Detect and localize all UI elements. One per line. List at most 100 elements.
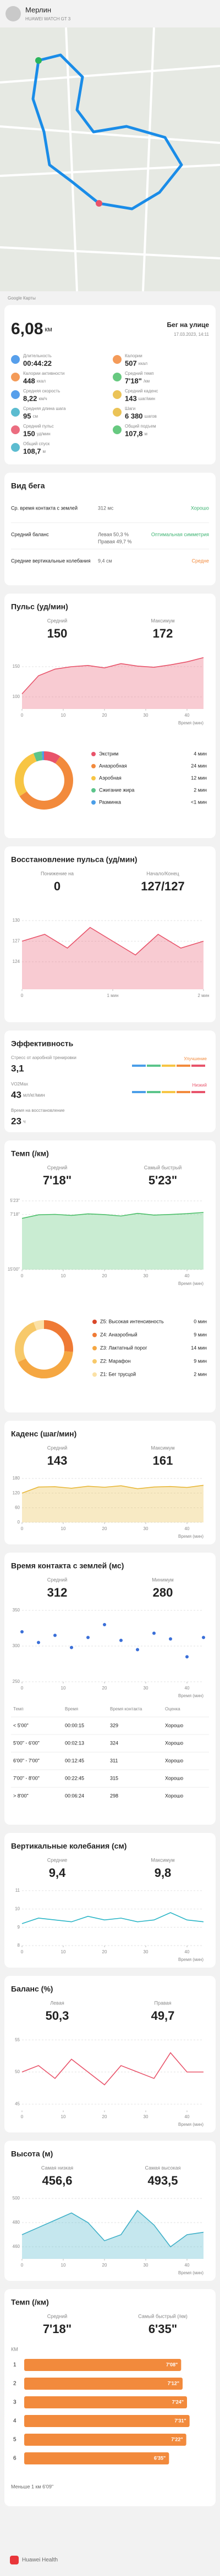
- stat-value: 6'35": [148, 2322, 177, 2336]
- stat-label: Средний: [47, 1445, 68, 1450]
- y-tick-label: 5'23": [10, 1198, 20, 1203]
- row-value: Левая 50,3 %: [98, 531, 129, 537]
- map-streets: [0, 27, 220, 292]
- x-tick-label: 0: [21, 1526, 24, 1531]
- stat-value: 456,6: [42, 2174, 72, 2187]
- y-tick-label: 350: [13, 1608, 20, 1613]
- unit: см: [32, 414, 38, 419]
- point: [185, 1655, 189, 1659]
- section-title: Пульс (уд/мин): [11, 602, 68, 611]
- stat-label: Начало/Конец: [146, 871, 179, 876]
- legend-label: Разминка: [99, 799, 121, 805]
- x-tick-label: 40: [185, 1526, 190, 1531]
- x-tick-label: 0: [21, 2114, 24, 2119]
- stat-value: 7'18": [43, 2322, 72, 2336]
- area-fill: [22, 1485, 204, 1522]
- table-cell: Хорошо: [165, 1793, 183, 1798]
- y-tick-label: 0: [18, 1520, 20, 1525]
- stat-label: Средний: [47, 618, 68, 623]
- stat-label: Понижение на: [41, 871, 74, 876]
- stat-label: Самый быстрый: [144, 1165, 182, 1170]
- scale-segment: [191, 1091, 205, 1093]
- legend-label: Экстрим: [99, 751, 118, 756]
- y-tick-label: 150: [13, 664, 20, 669]
- x-tick-label: 30: [144, 2114, 148, 2119]
- x-tick-label: 20: [102, 1526, 107, 1531]
- stat-label: Самая низкая: [41, 2165, 73, 2170]
- x-axis-label: Время (мин): [178, 1281, 204, 1286]
- table-header: Оценка: [165, 1707, 180, 1711]
- stat-label: Средний: [47, 1165, 68, 1170]
- x-tick-label: 2 мин: [197, 993, 209, 998]
- km-label: 6: [13, 2456, 16, 2462]
- table-cell: 00:02:13: [65, 1740, 84, 1746]
- zone-time: 12 мин: [191, 775, 207, 780]
- card: [4, 1031, 216, 1132]
- series-line: [21, 2052, 204, 2086]
- bar-value-label: 7'12": [168, 2380, 179, 2386]
- x-tick-label: 40: [185, 1273, 190, 1278]
- unit: ч: [23, 1118, 26, 1124]
- scale-segment: [177, 1091, 190, 1093]
- series-line: [21, 927, 204, 956]
- donut-segment: [19, 756, 73, 810]
- x-tick-label: 10: [61, 2263, 66, 2268]
- legend-dot: [92, 1372, 97, 1377]
- point: [119, 1638, 123, 1642]
- x-tick-label: 30: [144, 1526, 148, 1531]
- zone-time: 2 мин: [194, 787, 207, 793]
- table-cell: 00:12:45: [65, 1758, 84, 1763]
- y-tick-label: 15'00": [8, 1267, 20, 1272]
- x-axis-label: Время (мин): [178, 1957, 204, 1962]
- metric-icon: [11, 355, 20, 364]
- metric-value: 95: [23, 412, 31, 420]
- scale-segment: [147, 1091, 161, 1093]
- item-label: Стресс от аэробной тренировки: [11, 1055, 76, 1060]
- x-tick-label: 0: [21, 1686, 24, 1691]
- km-label: 2: [13, 2381, 16, 2387]
- unit: ккал: [37, 379, 46, 384]
- legend-dot: [91, 752, 96, 756]
- x-tick-label: 30: [144, 2263, 148, 2268]
- x-axis-label: Время (мин): [178, 2122, 204, 2127]
- row-rating: Оптимальная симметрия: [151, 531, 209, 537]
- metric-icon: [11, 443, 20, 452]
- x-tick-label: 20: [102, 1273, 107, 1278]
- metric-icon: [11, 425, 20, 434]
- unit: км: [45, 325, 52, 333]
- metric-value: 143: [125, 394, 137, 402]
- donut-segment: [15, 753, 37, 796]
- donut-segment: [33, 751, 43, 762]
- section-title: Высота (м): [11, 2150, 53, 2158]
- point: [53, 1633, 57, 1637]
- card: [4, 1976, 216, 2132]
- stat-value: 5'23": [148, 1173, 177, 1187]
- stat-value: 9,8: [155, 1866, 172, 1880]
- card: [4, 1140, 216, 1412]
- table-cell: 00:00:15: [65, 1722, 84, 1728]
- legend-dot: [92, 1320, 97, 1324]
- scale-segment: [147, 1065, 161, 1067]
- table-cell: 7'00" - 8'00": [13, 1775, 40, 1781]
- y-tick-label: 124: [13, 959, 20, 964]
- legend-dot: [91, 800, 96, 805]
- point: [169, 1637, 172, 1641]
- y-tick-label: 460: [13, 2244, 20, 2249]
- y-tick-label: 180: [13, 1476, 20, 1481]
- stat-label: Максимум: [151, 618, 174, 623]
- legend-label: Аэробная: [99, 775, 122, 780]
- x-tick-label: 30: [144, 1273, 148, 1278]
- map-credit: Google Карты: [8, 296, 36, 301]
- km-label: 5: [13, 2437, 16, 2443]
- y-tick-label: 130: [13, 918, 20, 923]
- legend-label: Сжигание жира: [99, 787, 134, 793]
- point: [202, 1636, 205, 1639]
- table-cell: < 5'00": [13, 1722, 29, 1728]
- card: [4, 594, 216, 838]
- metric-label: Средний темп: [125, 371, 154, 376]
- stat-value: 150: [47, 627, 68, 640]
- metric-icon: [113, 355, 122, 364]
- section-title: Восстановление пульса (уд/мин): [11, 855, 138, 864]
- y-tick-label: 480: [13, 2220, 20, 2225]
- x-tick-label: 40: [185, 713, 190, 718]
